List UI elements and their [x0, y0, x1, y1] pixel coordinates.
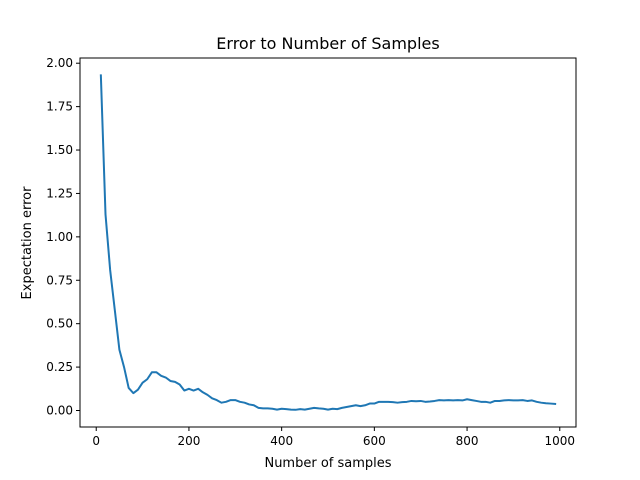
x-tick-label: 400 — [270, 434, 293, 448]
y-axis-label: Expectation error — [20, 186, 35, 300]
series-line-0 — [99, 74, 557, 411]
y-tick-label: 1.00 — [46, 230, 73, 244]
x-tick-label: 800 — [456, 434, 479, 448]
x-tick-label: 200 — [177, 434, 200, 448]
x-axis: 0 200 400 600 800 1000 — [92, 427, 575, 448]
y-tick-label: 1.75 — [46, 100, 73, 114]
x-axis-label: Number of samples — [264, 456, 391, 471]
axes-frame — [79, 57, 577, 428]
y-tick-label: 0.75 — [46, 273, 73, 287]
y-tick-label: 1.50 — [46, 143, 73, 157]
y-tick-label: 1.25 — [46, 186, 73, 200]
y-tick-label: 2.00 — [46, 56, 73, 70]
x-tick-label: 600 — [363, 434, 386, 448]
y-axis: 0.00 0.25 0.50 0.75 1.00 1.25 1.50 1.75 2.00 — [46, 56, 80, 418]
y-tick-label: 0.25 — [46, 360, 73, 374]
x-tick-label: 0 — [92, 434, 100, 448]
y-tick-label: 0.50 — [46, 317, 73, 331]
y-tick-label: 0.00 — [46, 404, 73, 418]
plot-area — [99, 74, 557, 411]
x-tick-label: 1000 — [545, 434, 576, 448]
chart-title: Error to Number of Samples — [216, 34, 439, 53]
